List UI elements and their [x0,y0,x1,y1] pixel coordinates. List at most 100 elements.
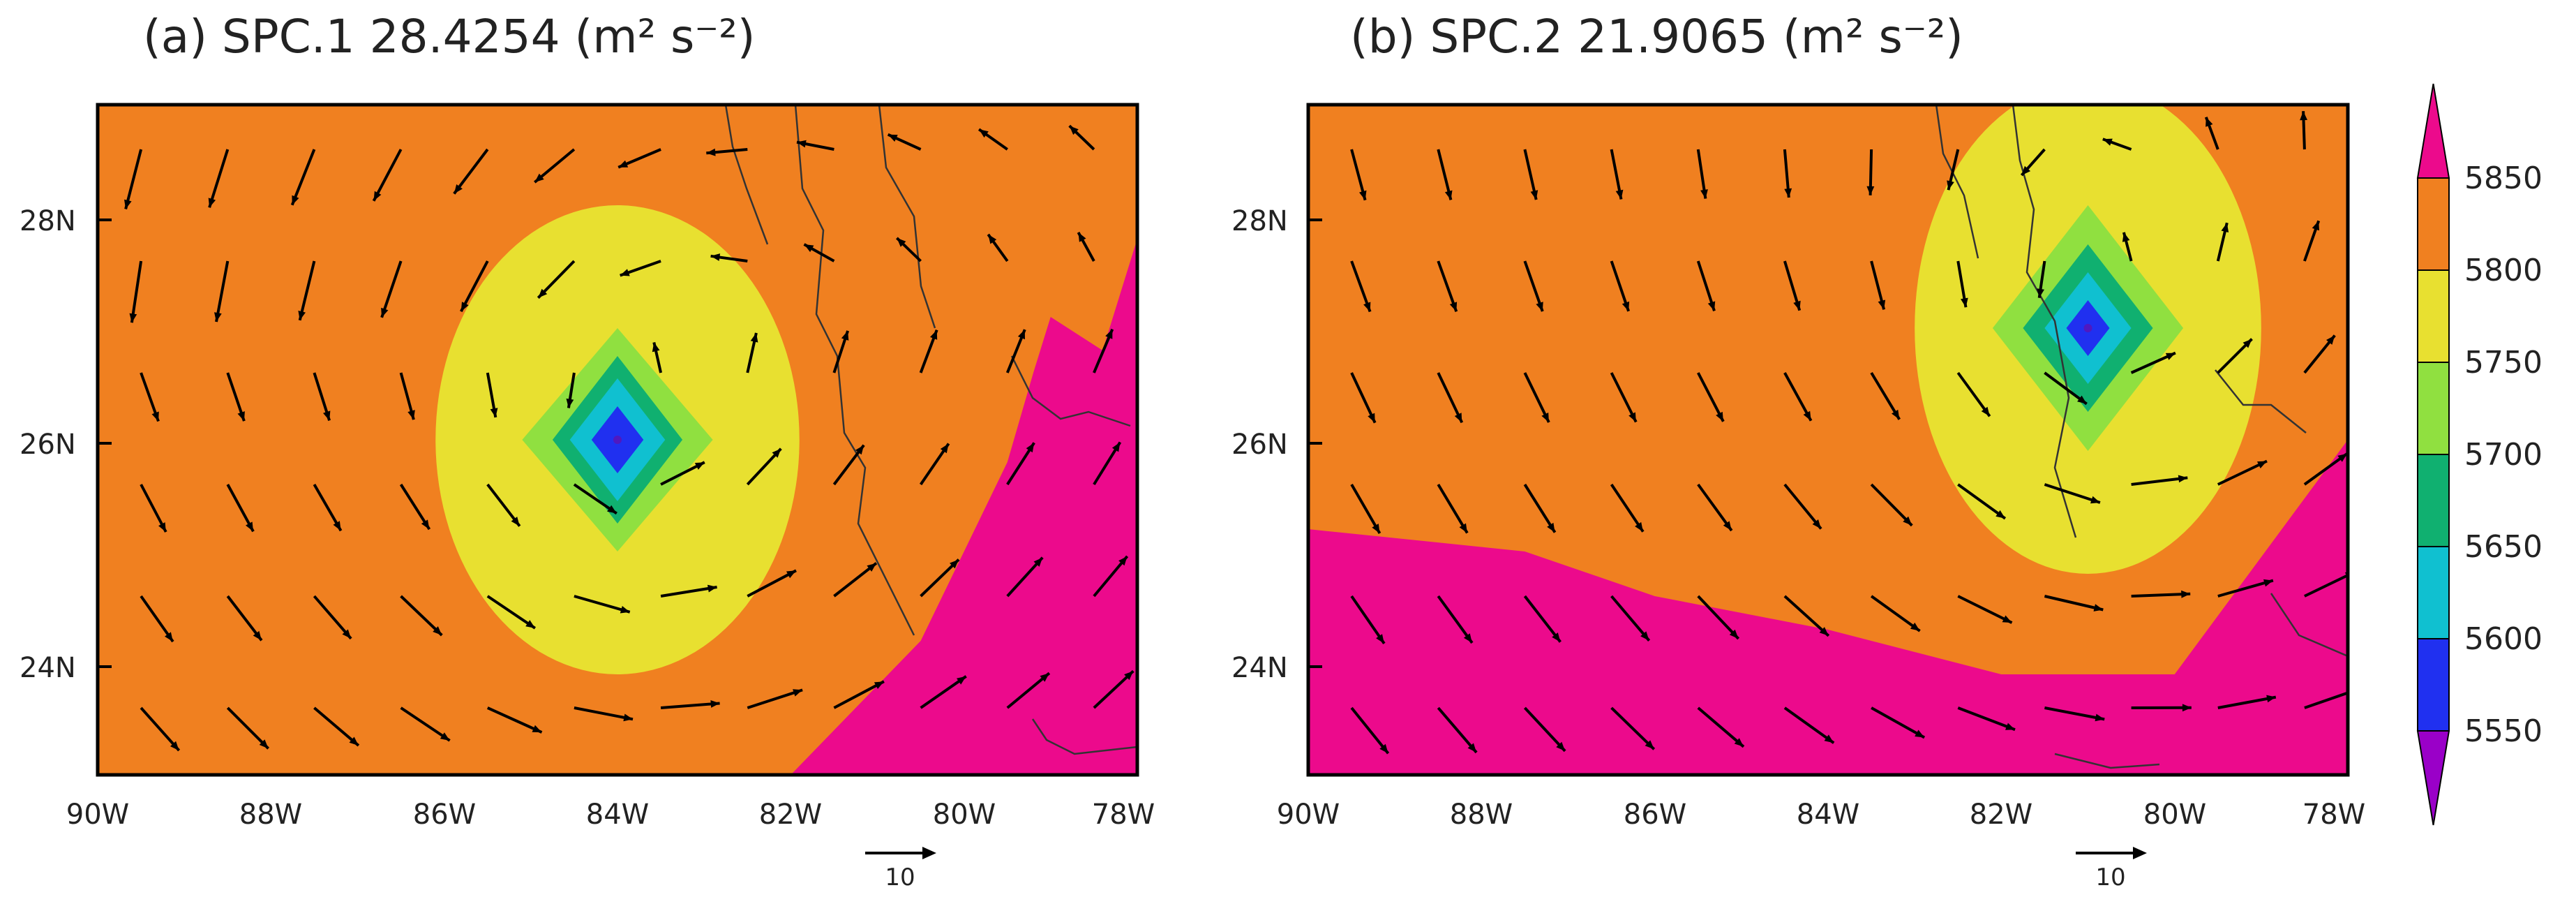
panel-a-xtick-80w: 80W [933,799,996,831]
a-wind-vector-head [532,725,542,733]
b-wind-vector [2131,592,2191,598]
a-wind-vector-head [786,570,796,579]
b-wind-vector [1697,706,1745,748]
a-wind-vector-head [772,448,781,458]
b-wind-vector-head [1444,190,1453,200]
b-wind-vector-head [2221,223,2229,232]
b-wind-vector [1783,372,1813,422]
a-wind-vector-head [707,584,717,593]
b-wind-vector [1437,372,1464,424]
a-wind-vector [124,149,143,209]
b-wind-vector-head [1716,411,1723,422]
a-wind-vector-head [750,332,758,343]
a-wind-vector [380,260,403,318]
a-low-center [613,436,622,444]
a-wind-vector-head [1124,671,1134,681]
b-wind-vector [1437,595,1474,644]
a-wind-vector [747,569,797,598]
a-wind-vector-head [620,269,630,276]
b-wind-vector-head [2242,339,2252,348]
a-wind-vector-head [490,408,498,417]
panel-b-reference-vector: 10 [2076,847,2147,891]
b-wind-vector-head [1463,633,1472,643]
panel-b-title: (b) SPC.2 21.9065 (m² s⁻²) [1350,10,1963,64]
a-wind-vector-head [170,741,179,751]
b-wind-vector-head [1622,301,1630,311]
panel-a-ytick-26n: 26N [20,429,76,461]
a-wind-vector [226,595,263,642]
a-wind-vector [920,675,967,709]
a-wind-vector-head [623,713,633,722]
b-wind-vector-head [1892,409,1900,420]
b-wind-vector [1697,483,1733,532]
b-wind-vector-head [1359,190,1367,200]
a-wind-vector [1006,672,1051,709]
b-wind-vector-head [1910,622,1920,631]
b-wind-vector-head [1961,297,1968,308]
b-wind-vector-head [1449,302,1458,312]
panel-b-xtick-80w: 80W [2143,799,2206,831]
b-wind-vector [2217,695,2277,709]
a-wind-vector-head [525,620,535,628]
a-wind-vector [140,706,181,752]
colorbar-segment [2417,454,2450,547]
b-wind-vector [2044,483,2101,504]
b-wind-vector [1783,706,1835,744]
a-wind-vector-head [1017,329,1025,340]
a-wind-vector [215,260,230,323]
a-wind-vector-head [1040,673,1049,682]
b-wind-vector-head [1878,299,1886,310]
b-wind-vector-head [2102,138,2113,146]
a-wind-vector-head [158,522,166,532]
panel-b-ytick-24n: 24N [1231,652,1288,684]
a-wind-vector-head [151,411,159,422]
a-wind-vector-head [538,288,548,298]
b-wind-vector-head [2206,117,2213,127]
a-coast-line [878,105,936,329]
colorbar-label-5650: 5650 [2464,529,2543,565]
panel-b: (b) SPC.2 21.9065 (m² s⁻²) 24N 26N 28N 9… [1231,10,2365,891]
b-wind-vector [1610,372,1638,423]
b-wind-vector-head [1379,743,1388,754]
panel-a-xtick-82w: 82W [759,799,822,831]
a-wind-vector-head [694,462,705,470]
b-wind-vector [1783,483,1822,530]
b-wind-vector-head [1707,301,1716,311]
a-wind-vector-head [957,676,966,685]
b-wind-vector-head [1812,519,1821,529]
a-wind-vector [130,260,143,323]
b-wind-vector-head [1866,186,1875,195]
b-wind-vector [2217,579,2274,598]
a-wind-vector-head [333,521,341,531]
a-wind-vector [313,595,352,640]
a-coast-line [724,105,769,245]
b-wind-vector [1610,595,1651,642]
a-coast-line [1010,355,1131,427]
b-wind-vector-head [2257,461,2267,468]
a-wind-vector-head [323,410,331,421]
colorbar-segment [2417,362,2450,455]
a-wind-vector-head [652,342,660,353]
b-coast-line [2215,369,2307,434]
colorbar-label-5850: 5850 [2464,161,2543,196]
a-wind-vector [400,595,443,637]
b-wind-vector [1523,595,1562,643]
a-wind-vector-head [421,519,430,530]
a-wind-vector [460,260,489,313]
panel-b-reference-label: 10 [2095,864,2125,891]
a-wind-vector [453,148,489,195]
a-wind-vector-head [1069,126,1079,135]
a-wind-vector-head [793,689,803,697]
b-wind-vector [1523,372,1550,423]
a-wind-vector [290,149,316,206]
a-wind-vector-head [867,563,876,572]
a-wind-vector [298,260,316,321]
panel-a-xtick-90w: 90W [66,799,129,831]
b-coast-line [2012,105,2077,538]
a-wind-vector-head [298,311,306,320]
b-wind-vector-head [1729,629,1739,639]
a-wind-vector-head [710,253,721,261]
a-wind-vector-head [797,140,807,148]
b-wind-vector-head [2178,475,2188,483]
b-high-region [1308,440,2348,775]
